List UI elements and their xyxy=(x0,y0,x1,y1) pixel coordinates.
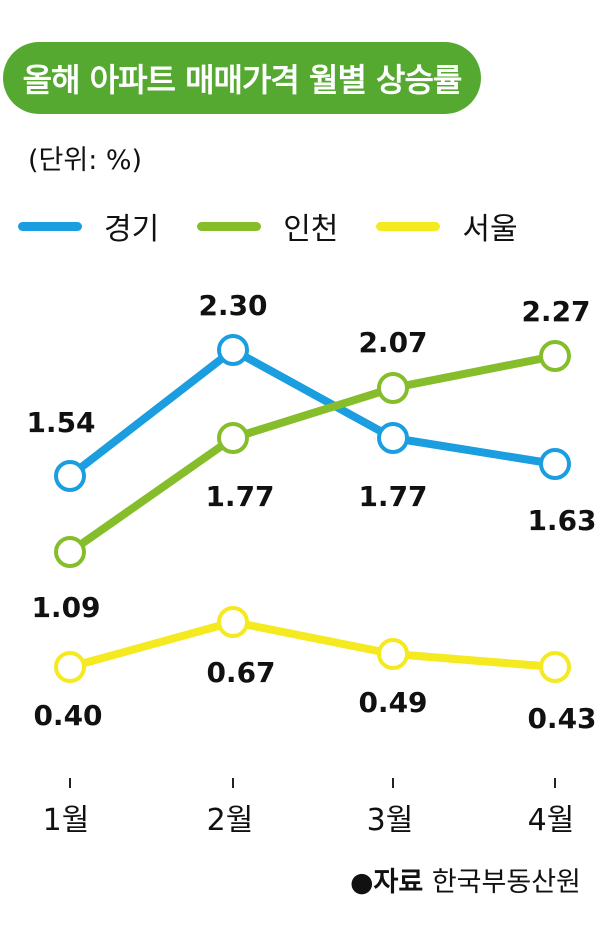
legend-item-gyeonggi: 경기 xyxy=(18,204,159,248)
value-label: 2.27 xyxy=(521,295,590,328)
legend-swatch-seoul xyxy=(376,221,441,231)
legend-label: 인천 xyxy=(283,212,339,247)
unit-label: (단위: %) xyxy=(28,145,143,176)
value-label: 0.43 xyxy=(527,702,596,735)
markers-gyeonggi xyxy=(54,334,571,492)
value-label: 0.40 xyxy=(33,699,102,732)
chart-title-banner: 올해 아파트 매매가격 월별 상승률 xyxy=(3,42,481,114)
x-tick-label: 4월 xyxy=(528,803,575,838)
legend: 경기 인천 서울 xyxy=(18,204,556,248)
legend-item-incheon: 인천 xyxy=(197,204,338,248)
value-label: 0.67 xyxy=(206,656,275,689)
x-tick-label: 3월 xyxy=(367,803,414,838)
data-point xyxy=(377,638,409,670)
data-point xyxy=(217,334,249,366)
value-label: 2.30 xyxy=(198,289,267,322)
legend-swatch-incheon xyxy=(197,221,262,231)
source-note: ●자료 한국부동산원 xyxy=(350,860,581,899)
legend-swatch-gyeonggi xyxy=(18,221,82,231)
data-point xyxy=(54,460,86,492)
data-point xyxy=(539,340,571,372)
data-point xyxy=(54,651,86,683)
chart-title: 올해 아파트 매매가격 월별 상승률 xyxy=(22,61,463,99)
value-label: 2.07 xyxy=(358,326,427,359)
data-point xyxy=(539,651,571,683)
data-point xyxy=(217,422,249,454)
value-label: 1.77 xyxy=(358,480,427,513)
source-prefix: ●자료 xyxy=(350,867,424,898)
series-line-seoul xyxy=(68,618,556,671)
x-tick-label: 1월 xyxy=(43,803,90,838)
data-point xyxy=(377,422,409,454)
value-label: 1.63 xyxy=(527,504,596,537)
source-name: 한국부동산원 xyxy=(431,867,581,898)
legend-label: 서울 xyxy=(462,212,518,247)
series-line-gyeonggi xyxy=(67,346,556,480)
data-point xyxy=(54,536,86,568)
value-label: 1.09 xyxy=(31,591,100,624)
data-point xyxy=(539,448,571,480)
value-label: 0.49 xyxy=(358,686,427,719)
value-label: 1.77 xyxy=(205,480,274,513)
x-axis xyxy=(69,778,556,788)
value-label: 1.54 xyxy=(26,406,95,439)
data-point xyxy=(377,372,409,404)
x-tick-label: 2월 xyxy=(207,803,254,838)
data-point xyxy=(217,606,249,638)
markers-seoul xyxy=(54,606,571,683)
legend-label: 경기 xyxy=(104,212,160,247)
markers-incheon xyxy=(54,340,571,568)
series-line-incheon xyxy=(67,352,556,556)
legend-item-seoul: 서울 xyxy=(376,204,518,248)
